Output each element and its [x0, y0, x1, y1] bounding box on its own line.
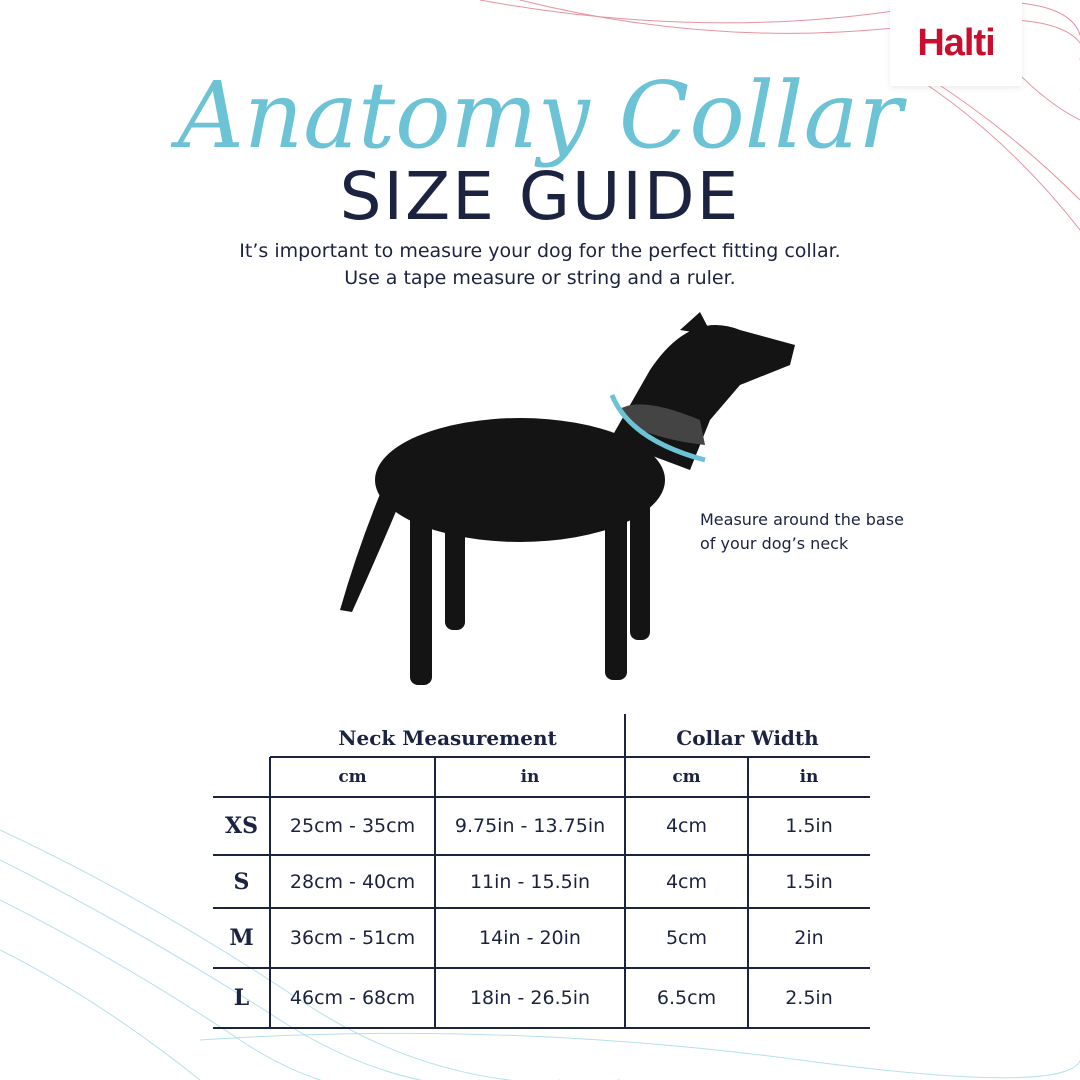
- table-cell: 25cm - 35cm: [289, 815, 416, 837]
- table-cell: 1.5in: [785, 815, 833, 837]
- table-line: [269, 757, 271, 1028]
- table-cell: 4cm: [665, 870, 708, 893]
- intro-line: Use a tape measure or string and a ruler…: [344, 267, 736, 289]
- table-line: [213, 796, 870, 798]
- sub-header: cm: [338, 767, 367, 787]
- table-cell: 36cm - 51cm: [289, 927, 416, 949]
- size-label: M: [229, 925, 254, 951]
- sub-header: in: [520, 767, 540, 787]
- main-title: SIZE GUIDE: [339, 158, 741, 235]
- table-line: [270, 756, 870, 758]
- table-cell: 28cm - 40cm: [289, 870, 416, 893]
- script-title: Anatomy Collar: [177, 62, 903, 169]
- caption-line: of your dog’s neck: [700, 534, 849, 553]
- table-cell: 11in - 15.5in: [469, 870, 591, 893]
- table-cell: 6.5cm: [656, 987, 717, 1009]
- brand-logo: Halti: [890, 0, 1022, 86]
- table-line: [213, 1027, 870, 1029]
- table-cell: 1.5in: [785, 870, 833, 893]
- size-label: L: [233, 985, 250, 1011]
- measure-arrow: [609, 394, 706, 463]
- table-line: [213, 967, 870, 969]
- table-line: [213, 907, 870, 909]
- table-cell: 14in - 20in: [479, 927, 581, 949]
- size-label: S: [233, 868, 250, 895]
- table-cell: 2in: [794, 927, 824, 949]
- size-label: XS: [225, 813, 258, 839]
- table-cell: 18in - 26.5in: [469, 987, 591, 1009]
- collar: [618, 404, 705, 445]
- caption-line: Measure around the base: [700, 510, 904, 529]
- intro-line: It’s important to measure your dog for t…: [239, 240, 841, 262]
- sub-header: in: [799, 767, 819, 787]
- group-header: Collar Width: [676, 726, 819, 750]
- sub-header: cm: [672, 767, 701, 787]
- table-line: [434, 757, 436, 1028]
- table-cell: 5cm: [665, 927, 708, 949]
- table-cell: 4cm: [665, 815, 708, 837]
- dog-illustration: [340, 312, 795, 685]
- group-header: Neck Measurement: [338, 726, 557, 750]
- table-cell: 46cm - 68cm: [289, 987, 416, 1009]
- table-cell: 2.5in: [785, 987, 833, 1009]
- table-line: [213, 854, 870, 856]
- table-line: [624, 714, 626, 1028]
- table-line: [747, 757, 749, 1028]
- table-cell: 9.75in - 13.75in: [454, 815, 606, 837]
